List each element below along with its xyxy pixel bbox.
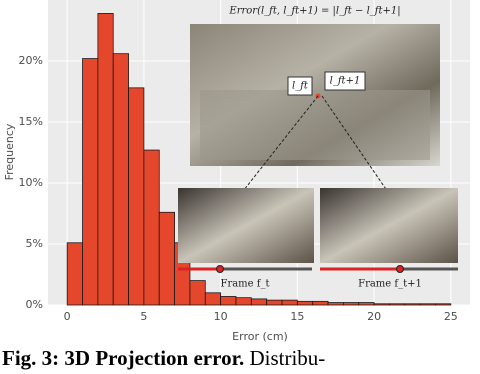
x-tick-label: 15: [290, 310, 304, 323]
point-label: l_ft+1: [330, 76, 361, 87]
caption: Fig. 3: 3D Projection error. Distribu-: [2, 346, 325, 370]
bar: [281, 299, 298, 306]
y-tick-label: 20%: [19, 54, 43, 67]
x-tick-label: 5: [140, 310, 147, 323]
bar: [112, 53, 129, 306]
x-tick-label: 10: [214, 310, 228, 323]
inset-frames: Frame f_t Frame f_t+1: [178, 188, 458, 290]
bar: [97, 13, 114, 306]
y-axis-label: Frequency: [3, 123, 16, 180]
caption-label: Fig. 3: 3D Projection error.: [2, 346, 244, 370]
bar: [327, 302, 344, 306]
bar: [143, 149, 160, 306]
frame-label: Frame f_t: [221, 279, 270, 290]
x-axis-label: Error (cm): [232, 330, 288, 343]
bar: [404, 303, 421, 306]
bar: [250, 298, 268, 306]
bar: [373, 303, 390, 306]
bar: [435, 303, 452, 306]
bar: [266, 299, 283, 306]
bar: [389, 303, 406, 306]
bar: [158, 211, 176, 306]
y-tick-label: 0%: [26, 298, 43, 311]
x-tick-label: 25: [444, 310, 458, 323]
bar: [235, 297, 252, 306]
bar: [342, 302, 360, 306]
caption-text: Distribu-: [244, 346, 325, 370]
bar: [312, 300, 329, 306]
bar: [419, 303, 436, 306]
bar: [220, 296, 237, 306]
y-tick-label: 5%: [26, 237, 43, 250]
bar: [82, 58, 99, 306]
y-tick-label: 10%: [19, 176, 43, 189]
bar: [358, 302, 375, 306]
y-tick-label: 15%: [19, 115, 43, 128]
bar: [66, 242, 83, 306]
point-label: l_ft: [292, 81, 309, 92]
bar: [189, 280, 206, 306]
x-tick-label: 0: [64, 310, 71, 323]
formula: Error(l_ft, l_ft+1) = |l_ft − l_ft+1|: [228, 6, 400, 17]
bar: [204, 292, 222, 306]
frame-label: Frame f_t+1: [358, 279, 422, 290]
inset-3d: Error(l_ft, l_ft+1) = |l_ft − l_ft+1| l_…: [190, 6, 440, 196]
bar: [128, 87, 145, 306]
x-tick-label: 20: [367, 310, 381, 323]
bar: [296, 300, 314, 306]
